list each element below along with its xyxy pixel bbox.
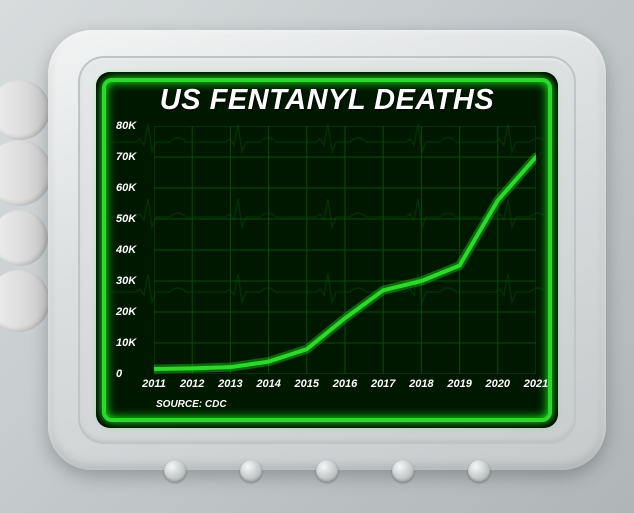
y-axis-tick-label: 80K	[116, 120, 136, 132]
monitor-bezel: US FENTANYL DEATHS SOURCE: CDC 0 10K 20K 30…	[78, 56, 576, 444]
control-knob	[468, 460, 490, 482]
chart-plot-area	[154, 126, 536, 374]
chart-title: US FENTANYL DEATHS	[160, 84, 494, 117]
control-knob	[316, 460, 338, 482]
y-axis-tick-label: 50K	[116, 213, 136, 225]
x-axis-tick-label: 2012	[180, 378, 204, 390]
y-axis-tick-label: 60K	[116, 182, 136, 194]
y-axis-tick-label: 10K	[116, 337, 136, 349]
y-axis-tick-label: 70K	[116, 151, 136, 163]
x-axis-tick-label: 2015	[295, 378, 319, 390]
control-knob	[240, 460, 262, 482]
x-axis-tick-label: 2021	[524, 378, 548, 390]
x-axis-tick-label: 2013	[218, 378, 242, 390]
x-axis-tick-label: 2020	[486, 378, 510, 390]
x-axis-tick-label: 2019	[447, 378, 471, 390]
y-axis-tick-label: 30K	[116, 275, 136, 287]
y-axis-tick-label: 0	[116, 368, 122, 380]
chart-screen: US FENTANYL DEATHS SOURCE: CDC 0 10K 20K 30…	[106, 82, 548, 418]
control-knob	[392, 460, 414, 482]
chart-source-label: SOURCE: CDC	[156, 399, 227, 410]
control-knob	[164, 460, 186, 482]
monitor-controls	[137, 454, 517, 488]
medical-monitor-frame: US FENTANYL DEATHS SOURCE: CDC 0 10K 20K 30…	[48, 30, 606, 470]
chart-line	[154, 126, 536, 374]
screen-border: US FENTANYL DEATHS SOURCE: CDC 0 10K 20K 30…	[102, 78, 552, 422]
y-axis-tick-label: 40K	[116, 244, 136, 256]
x-axis-tick-label: 2014	[256, 378, 280, 390]
x-axis-tick-label: 2018	[409, 378, 433, 390]
screen-outer: US FENTANYL DEATHS SOURCE: CDC 0 10K 20K 30…	[96, 72, 558, 428]
x-axis-tick-label: 2017	[371, 378, 395, 390]
x-axis-tick-label: 2016	[333, 378, 357, 390]
y-axis-tick-label: 20K	[116, 306, 136, 318]
x-axis-tick-label: 2011	[142, 378, 166, 390]
